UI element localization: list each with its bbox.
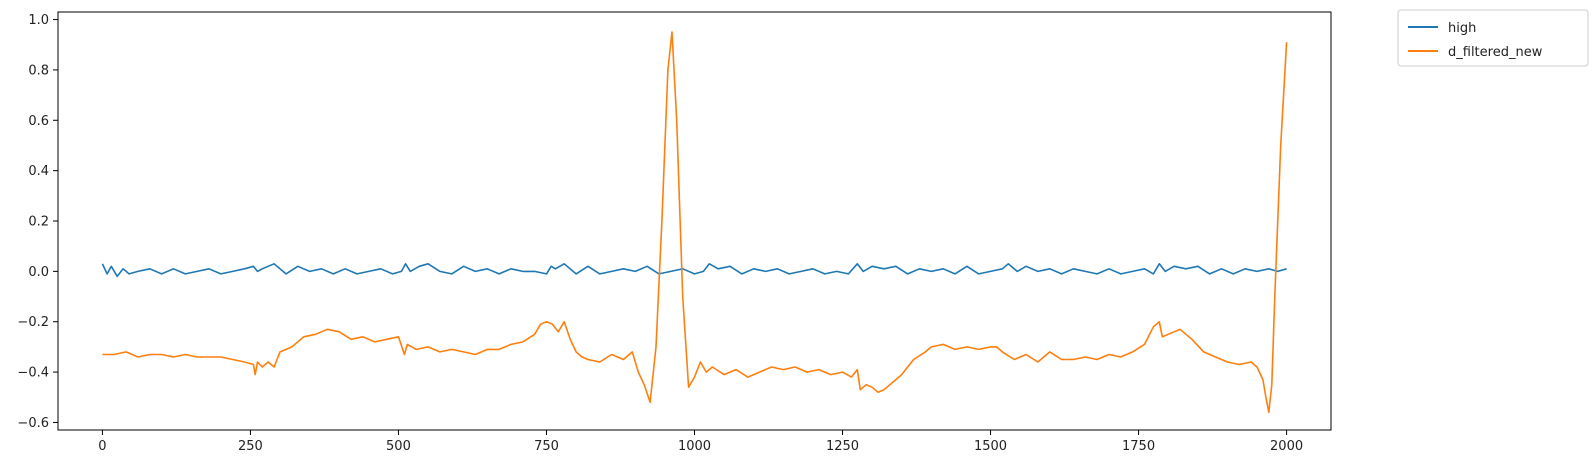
y-tick-label: 0.8 (28, 63, 49, 78)
y-tick-label: 1.0 (28, 13, 49, 28)
x-tick-label: 1250 (826, 439, 859, 454)
x-tick-label: 0 (98, 439, 106, 454)
y-tick-label: 0.4 (28, 164, 49, 179)
y-axis: −0.6 −0.4 −0.2 0.0 0.2 0.4 0.6 0.8 1.0 (17, 13, 58, 431)
series-line-high (101, 262, 1287, 278)
series-layer (101, 31, 1288, 414)
y-tick-label: −0.4 (17, 366, 49, 381)
y-tick-label: 0.2 (28, 215, 49, 230)
x-tick-label: 750 (534, 439, 559, 454)
legend-label-d-filtered-new: d_filtered_new (1448, 45, 1543, 60)
legend-label-high: high (1448, 21, 1476, 36)
y-tick-label: 0.0 (28, 265, 49, 280)
x-axis: 0 250 500 750 1000 1250 1500 1750 2000 (98, 430, 1303, 454)
y-tick-label: −0.6 (17, 416, 49, 431)
legend-frame (1397, 9, 1589, 67)
legend: high d_filtered_new (1397, 9, 1589, 67)
x-tick-label: 250 (238, 439, 263, 454)
series-line-d-filtered-new (102, 31, 1288, 414)
y-tick-label: 0.6 (28, 114, 49, 129)
x-tick-label: 2000 (1270, 439, 1303, 454)
plot-area-frame (57, 11, 1332, 431)
x-tick-label: 500 (386, 439, 411, 454)
x-tick-label: 1000 (678, 439, 711, 454)
x-tick-label: 1500 (974, 439, 1007, 454)
x-tick-label: 1750 (1122, 439, 1155, 454)
y-tick-label: −0.2 (17, 315, 49, 330)
